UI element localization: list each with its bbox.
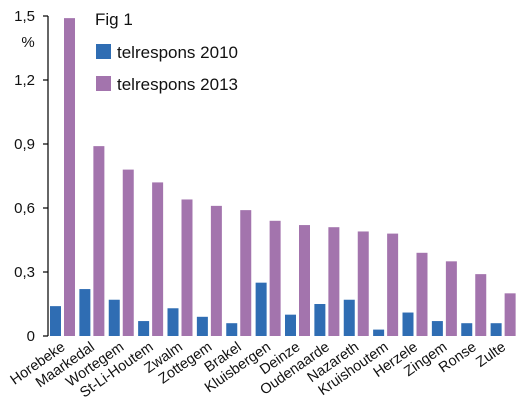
legend-swatch-2013 — [96, 76, 111, 91]
legend-label-2013: telrespons 2013 — [117, 75, 238, 94]
bar-2010-kruishoutem — [373, 329, 385, 336]
bar-2013-zingem — [445, 261, 457, 336]
bar-2013-brakel — [240, 210, 252, 336]
bar-2013-maarkedal — [93, 146, 105, 336]
bar-2013-nazareth — [357, 231, 369, 336]
bar-2013-wortegem — [122, 169, 134, 336]
bar-2010-brakel — [226, 323, 238, 336]
bar-2010-zingem — [431, 321, 443, 336]
bar-2010-herzele — [402, 312, 414, 336]
chart-title: Fig 1 — [95, 10, 133, 29]
bar-2013-herzele — [416, 252, 428, 336]
y-tick-label: 0,6 — [14, 200, 35, 217]
bar-2010-nazareth — [343, 299, 355, 336]
bar-2010-zottegem — [196, 316, 208, 336]
bar-2010-wortegem — [108, 299, 120, 336]
bar-2010-ronse — [461, 323, 473, 336]
legend-label-2010: telrespons 2010 — [117, 43, 238, 62]
bar-2010-oudenaarde — [314, 304, 326, 336]
x-tick-labels: HorebekeMaarkedalWortegemSt-Li-HoutemZwa… — [8, 339, 509, 401]
bar-2013-kruishoutem — [387, 233, 399, 336]
bar-2013-horebeke — [64, 18, 75, 337]
bars — [50, 18, 516, 337]
y-ticks: 0 0,3 0,6 0,9 1,2 1,5 — [14, 8, 48, 345]
bar-2010-st-li-houtem — [138, 321, 150, 336]
y-tick-label: 0,9 — [14, 136, 35, 153]
bar-2013-zulte — [504, 293, 516, 336]
bar-2010-zwalm — [167, 308, 179, 336]
y-tick-label: 1,5 — [14, 8, 35, 25]
bar-2013-kluisbergen — [269, 220, 281, 336]
y-tick-label: 1,2 — [14, 72, 35, 89]
y-tick-label: 0 — [27, 328, 35, 345]
bar-2013-zwalm — [181, 199, 193, 336]
bar-2010-kluisbergen — [255, 282, 267, 336]
legend: Fig 1 telrespons 2010 telrespons 2013 — [95, 10, 238, 94]
bar-2010-zulte — [490, 323, 502, 336]
bar-2010-deinze — [285, 314, 296, 336]
legend-swatch-2010 — [96, 44, 111, 59]
bar-2013-deinze — [299, 225, 310, 336]
bar-2010-maarkedal — [79, 289, 91, 336]
x-tick-label: Zulte — [473, 339, 509, 371]
bar-2013-st-li-houtem — [152, 182, 164, 336]
bar-2013-oudenaarde — [328, 227, 340, 336]
y-tick-label: 0,3 — [14, 264, 35, 281]
bar-2013-ronse — [475, 274, 487, 336]
bar-2013-zottegem — [210, 205, 222, 336]
bar-2010-horebeke — [50, 306, 61, 336]
y-axis-label: % — [21, 34, 34, 51]
